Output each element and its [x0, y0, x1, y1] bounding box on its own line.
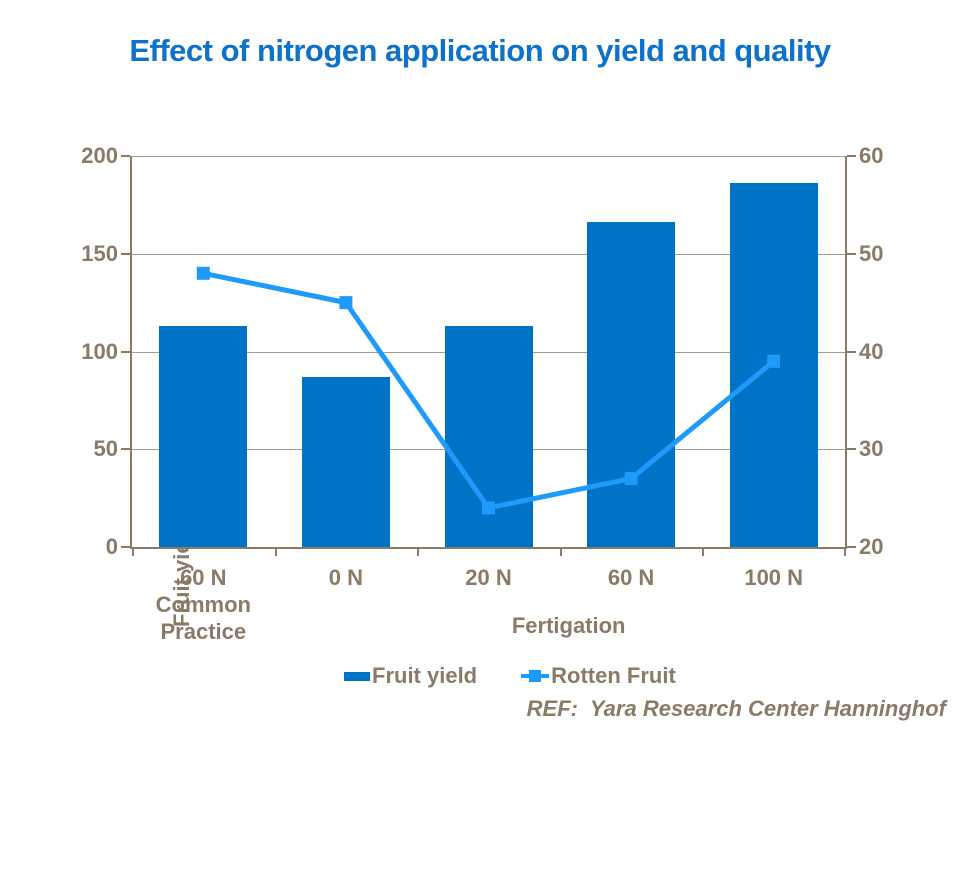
line-series [196, 266, 781, 515]
y-tick-label-right: 50 [859, 240, 884, 266]
y-tick-label-right: 60 [859, 143, 884, 168]
y-tick-left [121, 252, 130, 255]
bar [159, 326, 248, 547]
y-axis-line-right [845, 156, 847, 549]
x-category-label: 100 N [744, 565, 804, 590]
y-tick-label-right: 30 [859, 436, 884, 462]
legend-bar-swatch-icon [344, 671, 370, 681]
legend-line-label: Rotten Fruit [551, 663, 676, 688]
y-tick-label-left: 50 [93, 436, 118, 462]
reference-text: REF: Yara Research Center Hanninghof [526, 696, 946, 721]
bar [587, 222, 676, 547]
bar [301, 376, 390, 547]
line-marker [767, 354, 781, 368]
x-axis-line [130, 547, 847, 549]
x-tick [417, 549, 420, 556]
x-category-label: 60 N [607, 565, 655, 590]
gridline [132, 156, 845, 157]
line-marker [482, 501, 495, 515]
legend-line-swatch-icon [521, 669, 550, 683]
x-tick [844, 549, 846, 556]
y-tick-right [847, 252, 856, 255]
y-tick-left [121, 448, 130, 451]
x-tick [559, 549, 562, 556]
line-marker [624, 472, 638, 486]
x-category-label: 0 N [328, 565, 364, 590]
legend-bar-label: Fruit yield [372, 663, 478, 688]
x-group-label: Fertigation [511, 613, 626, 638]
y-axis-line-left [130, 156, 132, 549]
y-tick-label-left: 0 [105, 534, 118, 559]
x-category-label: 60 N Common Practice [155, 565, 251, 644]
y-tick-right [847, 448, 856, 451]
x-tick [274, 549, 277, 556]
y-tick-label-left: 200 [81, 143, 118, 168]
line-marker [339, 296, 353, 310]
y-tick-label-left: 150 [81, 240, 118, 266]
x-category-label: 20 N [465, 565, 512, 590]
y-tick-right [847, 546, 856, 548]
y-tick-label-right: 40 [859, 338, 884, 364]
x-tick [702, 549, 705, 556]
y-tick-left [121, 546, 130, 548]
gridline [132, 253, 845, 255]
y-tick-left [121, 350, 130, 353]
y-tick-label-left: 100 [81, 338, 118, 364]
y-tick-label-right: 20 [859, 534, 884, 559]
y-tick-right [847, 350, 856, 353]
line-marker [196, 266, 210, 280]
legend: Fruit yield Rotten Fruit [344, 661, 676, 691]
x-tick [132, 549, 134, 556]
rotten-fruit-line [202, 270, 776, 511]
chart-title: Effect of nitrogen application on yield … [129, 33, 831, 68]
y-tick-left [121, 155, 130, 157]
y-tick-right [847, 155, 856, 157]
